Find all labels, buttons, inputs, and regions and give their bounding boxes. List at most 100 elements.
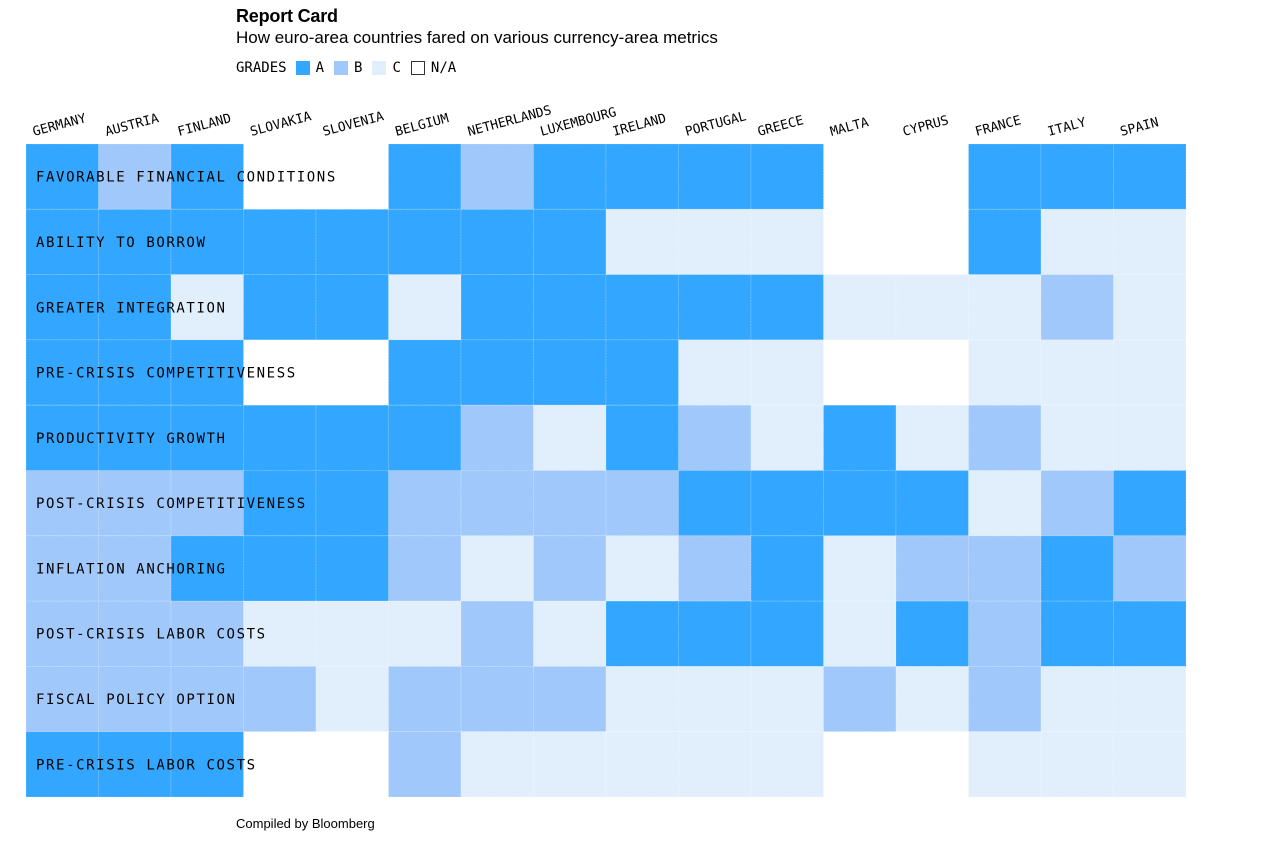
heatmap-cell-ireland-fiscal-policy-option bbox=[605, 666, 679, 733]
heatmap-cell-portugal-pre-crisis-labor-costs bbox=[678, 731, 752, 798]
heatmap-cell-france-post-crisis-labor-costs bbox=[968, 600, 1042, 667]
heatmap-cell-austria-greater-integration bbox=[98, 274, 172, 341]
heatmap-cell-finland-pre-crisis-labor-costs bbox=[170, 731, 244, 798]
heatmap-cell-portugal-greater-integration bbox=[678, 274, 752, 341]
heatmap-cell-slovakia-ability-to-borrow bbox=[243, 208, 317, 276]
heatmap-cell-cyprus-pre-crisis-competitiveness bbox=[896, 339, 969, 406]
heatmap-cell-slovenia-post-crisis-labor-costs bbox=[315, 600, 389, 667]
heatmap-cell-belgium-pre-crisis-labor-costs bbox=[388, 731, 462, 798]
heatmap-cell-germany-post-crisis-labor-costs bbox=[25, 600, 99, 667]
heatmap-cell-france-inflation-anchoring bbox=[968, 535, 1042, 602]
heatmap-cell-cyprus-productivity-growth bbox=[895, 404, 969, 471]
legend-item-b: B bbox=[334, 60, 362, 76]
legend-label-a: A bbox=[315, 60, 325, 76]
heatmap-cell-netherlands-productivity-growth bbox=[460, 404, 534, 471]
heatmap-cell-greece-post-crisis-competitiveness bbox=[750, 470, 824, 537]
legend-label-na: N/A bbox=[430, 60, 457, 76]
heatmap-cell-ireland-inflation-anchoring bbox=[605, 535, 679, 602]
heatmap-cell-italy-favorable-financial-conditions bbox=[1040, 143, 1114, 210]
heatmap-cell-luxembourg-pre-crisis-competitiveness bbox=[533, 339, 607, 406]
heatmap-cell-slovenia-favorable-financial-conditions bbox=[316, 144, 389, 210]
column-label-austria: AUSTRIA bbox=[104, 111, 161, 140]
heatmap-cell-belgium-post-crisis-competitiveness bbox=[388, 470, 462, 537]
heatmap-cell-belgium-favorable-financial-conditions bbox=[388, 143, 462, 210]
column-label-italy: ITALY bbox=[1046, 115, 1088, 140]
legend-swatch-b bbox=[334, 61, 349, 75]
source-note: Compiled by Bloomberg bbox=[236, 816, 375, 831]
heatmap-cell-belgium-post-crisis-labor-costs bbox=[388, 600, 462, 667]
heatmap-cell-ireland-productivity-growth bbox=[605, 404, 679, 471]
column-label-portugal: PORTUGAL bbox=[684, 109, 749, 140]
heatmap-cell-netherlands-inflation-anchoring bbox=[460, 535, 534, 602]
heatmap-cell-ireland-pre-crisis-labor-costs bbox=[605, 731, 679, 798]
heatmap-cell-austria-post-crisis-competitiveness bbox=[98, 470, 172, 537]
heatmap-cell-belgium-productivity-growth bbox=[388, 404, 462, 471]
heatmap-cell-finland-favorable-financial-conditions bbox=[170, 143, 244, 210]
legend-item-c: C bbox=[372, 60, 401, 76]
column-labels: GERMANY AUSTRIA FINLAND SLOVAKIA SLOVENIA BEL… bbox=[31, 103, 1160, 140]
heatmap-cell-slovenia-post-crisis-competitiveness bbox=[315, 470, 389, 537]
column-label-cyprus: CYPRUS bbox=[901, 113, 950, 140]
column-label-slovenia: SLOVENIA bbox=[321, 109, 386, 140]
row-label-pre-crisis-competitiveness: PRE-CRISIS COMPETITIVENESS bbox=[36, 366, 297, 382]
legend-item-na: N/A bbox=[410, 60, 457, 76]
heatmap-cell-ireland-pre-crisis-competitiveness bbox=[605, 339, 679, 406]
heatmap-cell-austria-pre-crisis-competitiveness bbox=[98, 339, 172, 406]
heatmap-cell-france-favorable-financial-conditions bbox=[968, 143, 1042, 210]
heatmap-cell-ireland-post-crisis-labor-costs bbox=[605, 600, 679, 667]
legend-title: GRADES bbox=[236, 60, 287, 76]
heatmap-cell-slovakia-pre-crisis-competitiveness bbox=[243, 339, 316, 406]
heatmap-cell-slovenia-pre-crisis-competitiveness bbox=[316, 339, 389, 406]
column-label-belgium: BELGIUM bbox=[394, 111, 451, 140]
heatmap-cell-portugal-pre-crisis-competitiveness bbox=[678, 339, 752, 406]
column-label-germany: GERMANY bbox=[31, 111, 88, 140]
heatmap-cell-malta-post-crisis-labor-costs bbox=[823, 600, 897, 667]
heatmap-cell-greece-ability-to-borrow bbox=[750, 208, 824, 276]
heatmap-cell-portugal-post-crisis-competitiveness bbox=[678, 470, 752, 537]
heatmap-cell-malta-favorable-financial-conditions bbox=[823, 144, 896, 210]
heatmap-cell-slovakia-productivity-growth bbox=[243, 404, 317, 471]
legend-swatch-a bbox=[295, 61, 310, 75]
heatmap-cell-malta-inflation-anchoring bbox=[823, 535, 897, 602]
legend-item-a: A bbox=[295, 60, 325, 76]
heatmap-cell-cyprus-pre-crisis-labor-costs bbox=[896, 731, 969, 797]
heatmap-cell-ireland-ability-to-borrow bbox=[605, 208, 679, 276]
heatmap-cell-spain-greater-integration bbox=[1113, 274, 1187, 341]
heatmap-cell-portugal-productivity-growth bbox=[678, 404, 752, 471]
heatmap-cells bbox=[25, 143, 1187, 798]
heatmap-cell-slovenia-greater-integration bbox=[315, 274, 389, 341]
heatmap-cell-spain-post-crisis-competitiveness bbox=[1113, 470, 1187, 537]
column-label-finland: FINLAND bbox=[176, 111, 233, 140]
heatmap-cell-france-greater-integration bbox=[968, 274, 1042, 341]
heatmap-cell-netherlands-post-crisis-competitiveness bbox=[460, 470, 534, 537]
row-label-productivity-growth: PRODUCTIVITY GROWTH bbox=[36, 431, 227, 447]
column-label-slovakia: SLOVAKIA bbox=[249, 109, 314, 140]
heatmap-cell-greece-fiscal-policy-option bbox=[750, 666, 824, 733]
heatmap-cell-germany-pre-crisis-labor-costs bbox=[25, 731, 99, 798]
heatmap-cell-cyprus-post-crisis-labor-costs bbox=[895, 600, 969, 667]
heatmap-cell-luxembourg-pre-crisis-labor-costs bbox=[533, 731, 607, 798]
heatmap-cell-germany-productivity-growth bbox=[25, 404, 99, 471]
heatmap-cell-belgium-ability-to-borrow bbox=[388, 208, 462, 276]
heatmap-cell-france-post-crisis-competitiveness bbox=[968, 470, 1042, 537]
heatmap-cell-malta-pre-crisis-competitiveness bbox=[823, 339, 896, 406]
heatmap-cell-slovakia-post-crisis-competitiveness bbox=[243, 470, 317, 537]
heatmap-cell-slovakia-post-crisis-labor-costs bbox=[243, 600, 317, 667]
row-labels: FAVORABLE FINANCIAL CONDITIONS ABILITY TO… bbox=[36, 170, 335, 774]
chart-title: Report Card bbox=[236, 6, 338, 26]
heatmap-cell-luxembourg-favorable-financial-conditions bbox=[533, 143, 607, 210]
heatmap-cell-malta-fiscal-policy-option bbox=[823, 666, 897, 733]
heatmap-cell-spain-fiscal-policy-option bbox=[1113, 666, 1187, 733]
heatmap-cell-luxembourg-productivity-growth bbox=[533, 404, 607, 471]
heatmap-cell-italy-productivity-growth bbox=[1040, 404, 1114, 471]
heatmap-cell-austria-inflation-anchoring bbox=[98, 535, 172, 602]
heatmap-cell-luxembourg-fiscal-policy-option bbox=[533, 666, 607, 733]
heatmap-cell-ireland-post-crisis-competitiveness bbox=[605, 470, 679, 537]
legend-swatch-c bbox=[372, 61, 387, 75]
heatmap-cell-malta-post-crisis-competitiveness bbox=[823, 470, 897, 537]
heatmap-cell-slovenia-fiscal-policy-option bbox=[315, 666, 389, 733]
heatmap-cell-germany-favorable-financial-conditions bbox=[25, 143, 99, 210]
column-label-malta: MALTA bbox=[829, 115, 871, 140]
heatmap-cell-finland-inflation-anchoring bbox=[170, 535, 244, 602]
heatmap-cell-spain-post-crisis-labor-costs bbox=[1113, 600, 1187, 667]
